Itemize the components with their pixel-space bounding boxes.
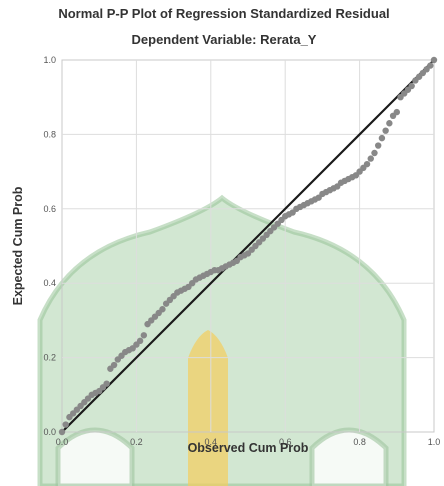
x-tick-label: 0.4 (205, 437, 218, 447)
data-point (386, 120, 393, 127)
chart-title: Normal P-P Plot of Regression Standardiz… (58, 6, 389, 21)
y-tick-label: 1.0 (43, 55, 56, 65)
watermark-arch-left (55, 427, 135, 486)
data-point (393, 108, 400, 116)
y-axis-ticks: 0.0 0.2 0.4 0.6 0.8 1.0 (43, 55, 56, 437)
plot-frame (61, 59, 435, 433)
y-tick-label: 0.0 (43, 427, 56, 437)
watermark-arch-right (309, 427, 389, 486)
data-point (408, 82, 415, 90)
y-axis-label: Expected Cum Prob (11, 186, 25, 305)
residual-points (58, 56, 438, 436)
watermark-tower (188, 330, 228, 486)
x-tick-label: 0.6 (279, 437, 292, 447)
reference-line (61, 59, 435, 433)
data-point (371, 149, 378, 157)
data-point (103, 380, 110, 387)
data-point (430, 56, 438, 64)
data-point (110, 361, 118, 369)
watermark-logo (37, 194, 407, 486)
data-point (140, 332, 148, 339)
data-point (136, 337, 144, 345)
gridlines (62, 60, 434, 432)
x-axis-label: Observed Cum Prob (188, 441, 309, 455)
x-tick-label: 0.8 (353, 437, 366, 447)
data-point (375, 142, 382, 149)
watermark-dome (37, 194, 407, 486)
y-tick-label: 0.2 (43, 353, 56, 363)
x-tick-label: 1.0 (428, 437, 441, 447)
data-point (62, 421, 69, 428)
x-tick-label: 0.0 (56, 437, 69, 447)
x-tick-label: 0.2 (130, 437, 143, 447)
y-tick-label: 0.8 (43, 129, 56, 139)
data-point (427, 62, 434, 69)
data-point (378, 134, 386, 142)
y-tick-label: 0.6 (43, 204, 56, 214)
data-point (367, 155, 374, 162)
data-point (363, 160, 371, 168)
x-axis-ticks: 0.0 0.2 0.4 0.6 0.8 1.0 (56, 437, 441, 447)
y-tick-label: 0.4 (43, 278, 56, 288)
chart-subtitle: Dependent Variable: Rerata_Y (132, 32, 317, 47)
data-point (159, 306, 166, 313)
data-point (58, 428, 66, 436)
data-point (382, 127, 389, 134)
